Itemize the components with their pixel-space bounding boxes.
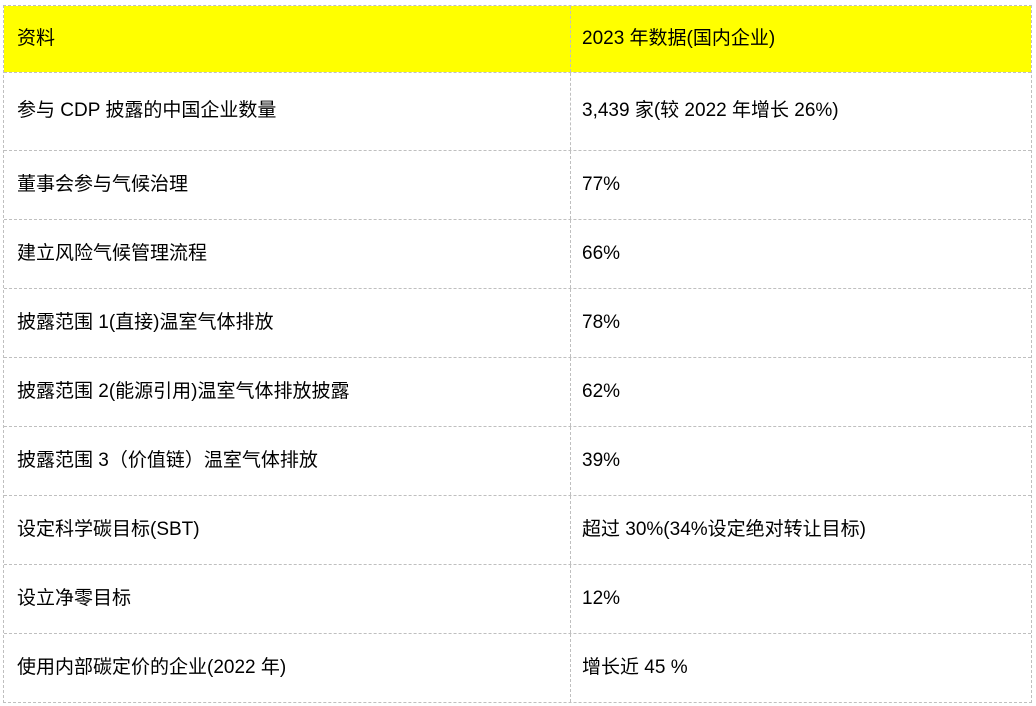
row-value: 62% <box>582 380 621 402</box>
row-label: 披露范围 1(直接)温室气体排放 <box>4 289 571 357</box>
row-label: 参与 CDP 披露的中国企业数量 <box>4 73 571 150</box>
row-label: 披露范围 2(能源引用)温室气体排放披露 <box>4 358 571 426</box>
header-cell-category: 资料 <box>4 6 571 72</box>
table-row: 董事会参与气候治理 77% <box>4 150 1031 219</box>
table-row: 披露范围 2(能源引用)温室气体排放披露 62% <box>4 357 1031 426</box>
row-label: 设定科学碳目标(SBT) <box>4 496 571 564</box>
row-value: 12% <box>582 587 621 609</box>
table-row: 设定科学碳目标(SBT) 超过 30%(34%设定绝对转让目标) <box>4 495 1031 564</box>
row-label: 披露范围 3（价值链）温室气体排放 <box>4 427 571 495</box>
table-row: 参与 CDP 披露的中国企业数量 3,439 家(较 2022 年增长 26%) <box>4 72 1031 150</box>
table-row: 设立净零目标 12% <box>4 564 1031 633</box>
row-value: 增长近 45 % <box>582 656 688 678</box>
row-value: 3,439 家(较 2022 年增长 26%) <box>582 100 839 122</box>
row-label: 建立风险气候管理流程 <box>4 220 571 288</box>
row-label: 使用内部碳定价的企业(2022 年) <box>4 634 571 702</box>
table-row: 披露范围 3（价值链）温室气体排放 39% <box>4 426 1031 495</box>
row-value: 66% <box>582 242 621 264</box>
row-value: 超过 30%(34%设定绝对转让目标) <box>582 518 866 540</box>
row-value: 39% <box>582 449 621 471</box>
table-row: 建立风险气候管理流程 66% <box>4 219 1031 288</box>
row-value: 77% <box>582 173 621 195</box>
header-cell-data: 2023 年数据(国内企业) <box>582 27 776 49</box>
table-header-row: 资料 2023 年数据(国内企业) <box>4 6 1031 72</box>
table-row: 披露范围 1(直接)温室气体排放 78% <box>4 288 1031 357</box>
row-label: 设立净零目标 <box>4 565 571 633</box>
table-row: 使用内部碳定价的企业(2022 年) 增长近 45 % <box>4 633 1031 702</box>
cdp-disclosure-table: 资料 2023 年数据(国内企业) 参与 CDP 披露的中国企业数量 3,439… <box>3 5 1032 703</box>
row-label: 董事会参与气候治理 <box>4 151 571 219</box>
row-value: 78% <box>582 311 621 333</box>
